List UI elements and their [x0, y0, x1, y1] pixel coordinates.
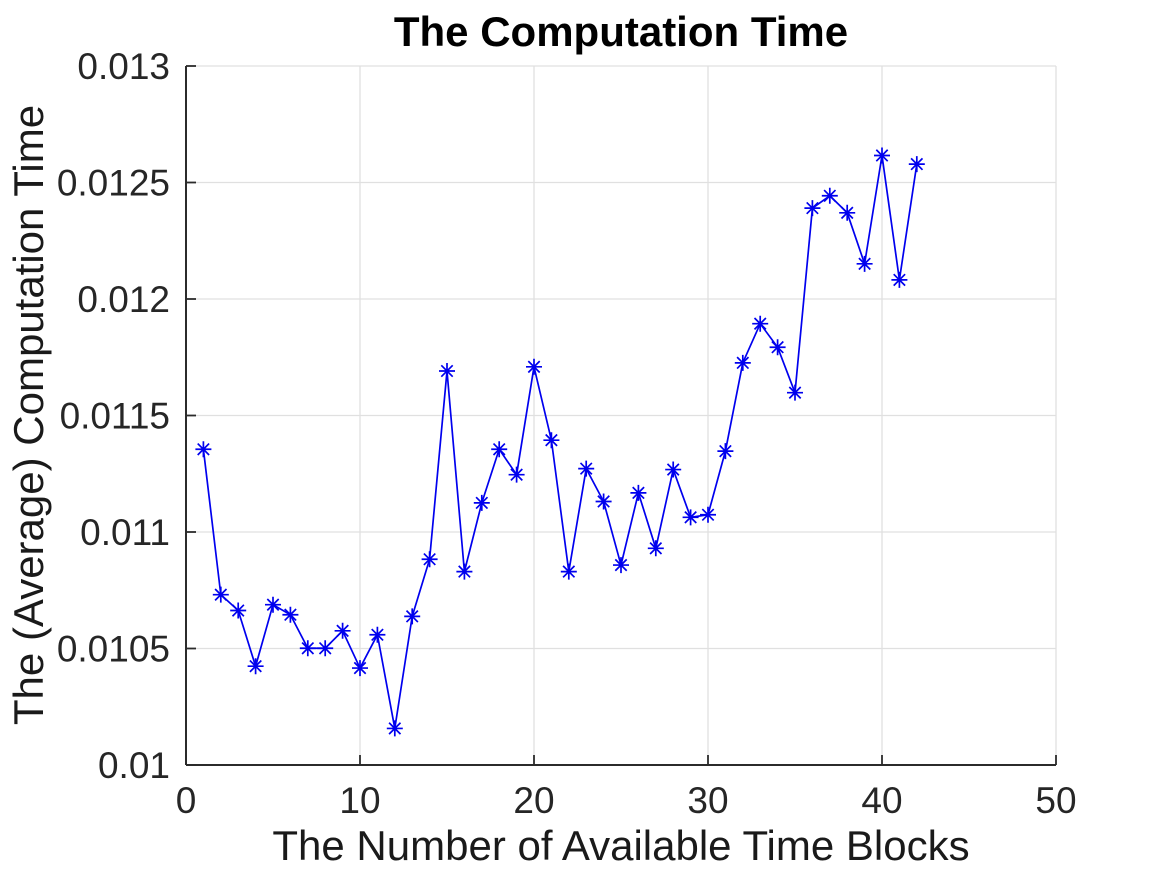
grid-lines	[186, 65, 1057, 765]
tick-labels: 0 10 20 30 40 50 0.01 0.0105 0.011 0.0115 0.012 0.0…	[57, 46, 1077, 821]
x-tick-label: 0	[176, 780, 197, 821]
data-point-marker	[630, 484, 647, 501]
data-point-marker	[456, 563, 473, 580]
series-line	[202, 154, 918, 730]
data-point-marker	[821, 187, 838, 204]
data-point-marker	[839, 204, 856, 221]
data-point-marker	[804, 200, 821, 217]
data-point-marker	[613, 557, 629, 574]
data-point-marker	[265, 596, 281, 613]
x-tick-label: 30	[687, 780, 728, 821]
data-point-marker	[543, 432, 560, 449]
y-tick-label: 0.012	[77, 279, 170, 320]
data-point-marker	[769, 339, 786, 356]
data-point-marker	[647, 540, 664, 557]
data-point-marker	[578, 460, 595, 477]
y-tick-label: 0.0105	[57, 629, 170, 670]
data-point-marker	[212, 586, 229, 603]
data-point-marker	[439, 362, 455, 379]
data-point-marker	[734, 354, 751, 371]
x-tick-label: 10	[339, 780, 380, 821]
data-point-marker	[595, 493, 612, 510]
x-tick-label: 20	[513, 780, 554, 821]
data-point-marker	[752, 315, 769, 332]
data-point-marker	[404, 608, 421, 625]
data-point-marker	[856, 255, 873, 272]
data-point-marker	[665, 461, 682, 478]
data-point-marker	[282, 606, 299, 623]
data-point-marker	[421, 551, 438, 568]
y-tick-label: 0.013	[77, 46, 170, 87]
data-point-marker	[874, 147, 890, 164]
data-point-marker	[195, 441, 212, 458]
chart-title: The Computation Time	[393, 8, 849, 55]
x-tick-label: 50	[1035, 780, 1076, 821]
data-point-marker	[526, 358, 542, 375]
y-tick-label: 0.0115	[60, 396, 170, 437]
x-axis-label: The Number of Available Time Blocks	[272, 822, 970, 869]
y-tick-label: 0.0125	[57, 163, 170, 204]
data-point-marker	[682, 509, 699, 526]
data-point-marker	[369, 626, 386, 643]
series-average-computation-time	[195, 147, 925, 737]
data-point-marker	[317, 640, 334, 657]
data-point-marker	[334, 622, 351, 639]
data-point-marker	[700, 506, 716, 523]
axes	[185, 65, 1057, 766]
data-point-marker	[717, 443, 734, 460]
data-point-marker	[299, 640, 316, 657]
y-tick-label: 0.011	[80, 512, 170, 553]
data-point-marker	[230, 602, 247, 619]
data-point-marker	[508, 466, 525, 483]
data-point-marker	[247, 658, 264, 675]
data-point-marker	[473, 494, 490, 511]
data-point-marker	[787, 384, 803, 401]
y-tick-label: 0.01	[98, 745, 170, 786]
data-point-marker	[908, 156, 925, 173]
data-point-marker	[491, 441, 508, 458]
x-tick-label: 40	[861, 780, 902, 821]
data-point-marker	[386, 720, 403, 737]
data-point-marker	[891, 271, 908, 288]
data-point-marker	[560, 563, 577, 580]
data-point-marker	[352, 660, 368, 677]
